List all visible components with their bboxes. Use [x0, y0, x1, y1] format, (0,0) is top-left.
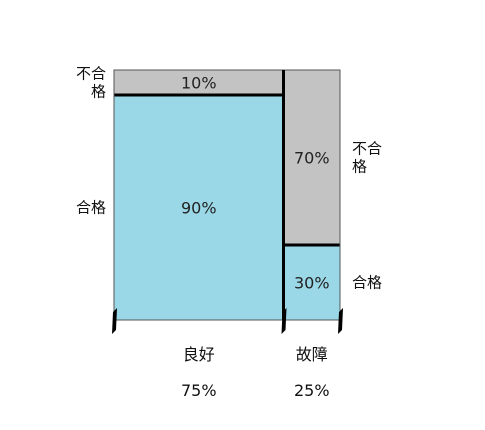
left-side-label-0-1: 格 — [91, 83, 106, 101]
plot-frame — [113, 69, 341, 321]
left-side-label-0-0: 不合 — [76, 65, 106, 83]
axis-tick-1 — [281, 308, 287, 334]
mosaic-cell-1-1 — [283, 245, 340, 320]
cell-value-label-1-1: 30% — [294, 274, 330, 293]
cell-value-label-0-0: 10% — [181, 74, 217, 93]
cell-value-label-0-1: 90% — [181, 199, 217, 218]
column-share-label-1: 25% — [294, 381, 330, 400]
mosaic-cell-1-0 — [283, 70, 340, 245]
column-name-label-0: 良好 — [183, 345, 215, 364]
right-side-label-0-0: 不合 — [352, 140, 382, 158]
axis-tick-2 — [338, 308, 343, 334]
axis-tick-0 — [112, 308, 117, 334]
column-name-label-1: 故障 — [296, 345, 328, 364]
column-share-label-0: 75% — [181, 381, 217, 400]
mosaic-cell-0-1 — [114, 95, 284, 320]
right-side-label-1-0: 合格 — [352, 274, 382, 292]
mosaic-cell-0-0 — [114, 70, 284, 95]
cell-value-label-1-0: 70% — [294, 149, 330, 168]
right-side-label-0-1: 格 — [352, 158, 367, 176]
left-side-label-1-0: 合格 — [76, 199, 106, 217]
